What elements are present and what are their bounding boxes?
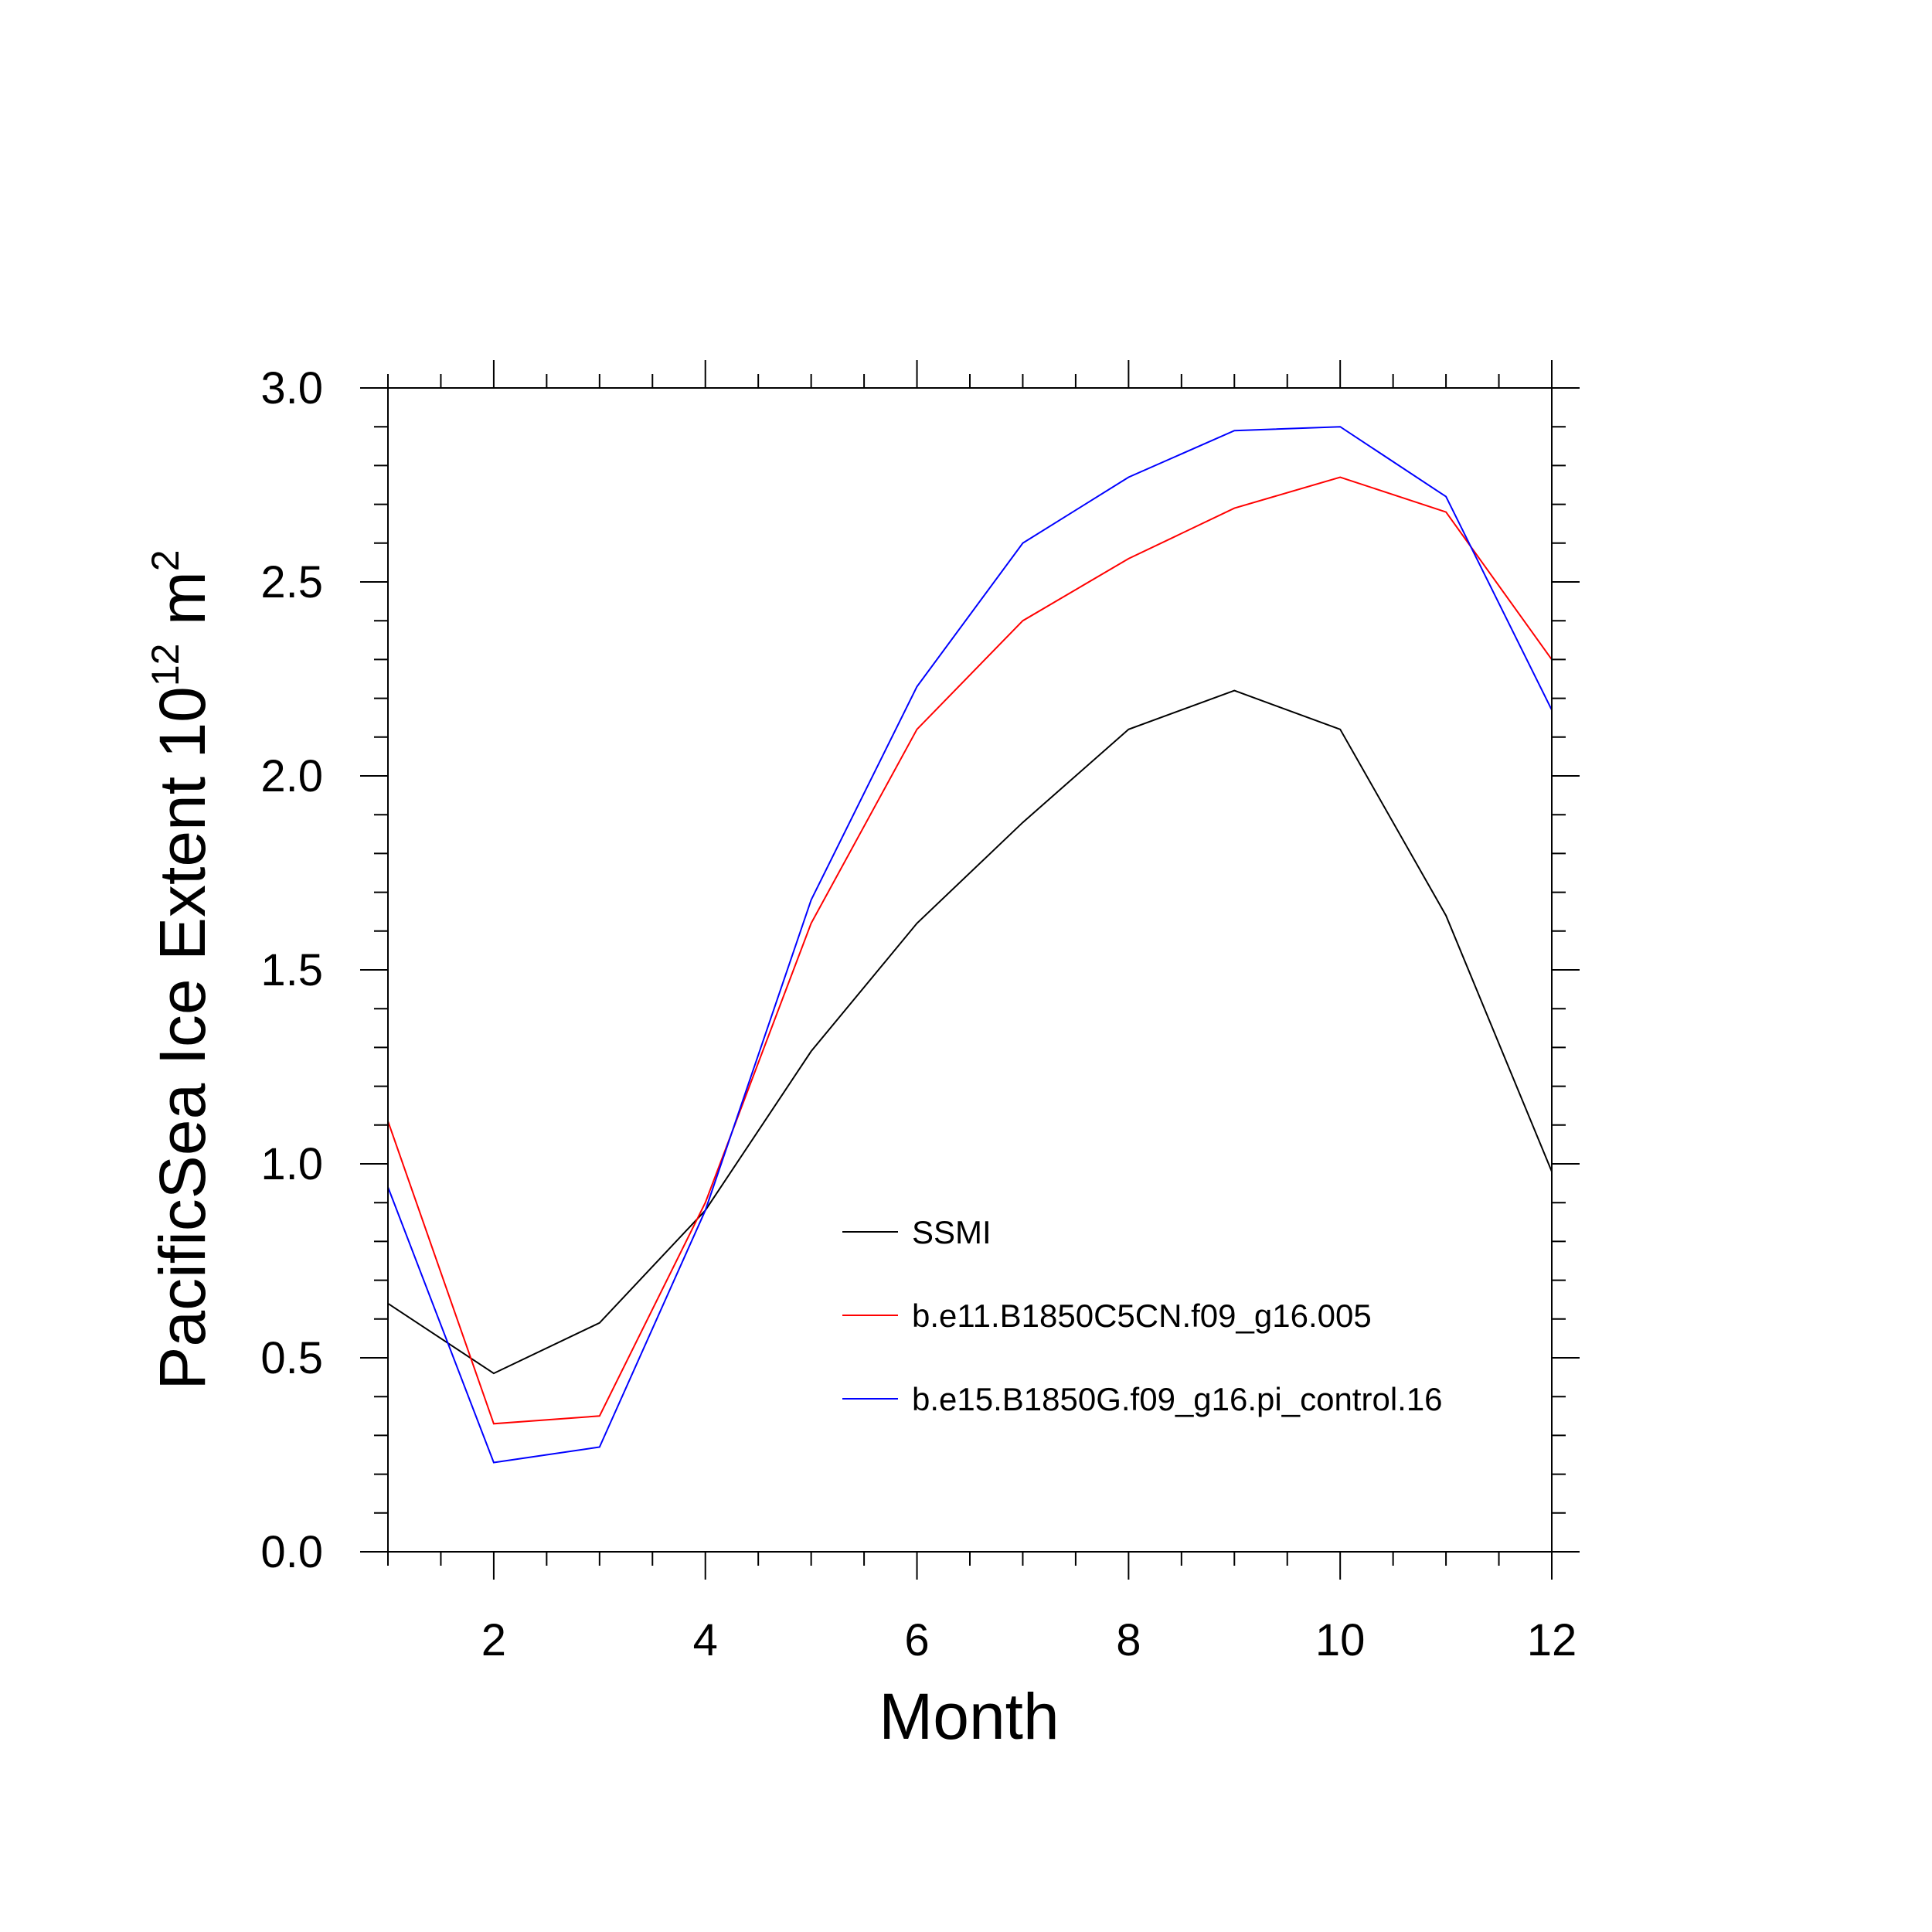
y-axis-title-unit: m [146, 571, 219, 643]
x-axis-title: Month [879, 1680, 1059, 1753]
legend-label-2: b.e11.B1850C5CN.f09_g16.005 [912, 1298, 1372, 1334]
legend: SSMI b.e11.B1850C5CN.f09_g16.005 b.e15.B18… [842, 1214, 1443, 1417]
x-tick-label: 6 [904, 1615, 929, 1665]
y-axis-title: PacificSea Ice Extent 1012 m2 [144, 549, 219, 1389]
y-tick-label: 0.0 [260, 1527, 323, 1577]
series-line-1 [387, 689, 1553, 1375]
axes: 2 4 6 8 10 12 0.0 0.5 1.0 1.5 2.0 2.5 3.0 [260, 360, 1580, 1665]
plot-area [387, 426, 1553, 1464]
plot-frame [387, 387, 1553, 1553]
x-tick-label: 4 [693, 1615, 718, 1665]
x-tick-label: 2 [481, 1615, 506, 1665]
y-tick-label: 1.0 [260, 1139, 323, 1189]
legend-label-1: SSMI [912, 1214, 992, 1250]
series-line-2 [387, 476, 1553, 1425]
y-axis-title-unit-exponent: 2 [144, 549, 187, 571]
legend-label-3: b.e15.B1850G.f09_g16.pi_control.16 [912, 1381, 1443, 1417]
y-tick-label: 2.0 [260, 751, 323, 801]
y-tick-label: 1.5 [260, 945, 323, 995]
x-tick-label: 10 [1315, 1615, 1366, 1665]
series-line-3 [387, 426, 1553, 1464]
y-tick-label: 3.0 [260, 363, 323, 413]
x-tick-label: 12 [1527, 1615, 1577, 1665]
x-tick-label: 8 [1116, 1615, 1141, 1665]
y-tick-label: 2.5 [260, 557, 323, 607]
y-axis-title-exponent: 12 [144, 643, 187, 686]
y-axis-title-prefix: PacificSea Ice Extent 10 [146, 686, 219, 1390]
y-tick-label: 0.5 [260, 1333, 323, 1383]
